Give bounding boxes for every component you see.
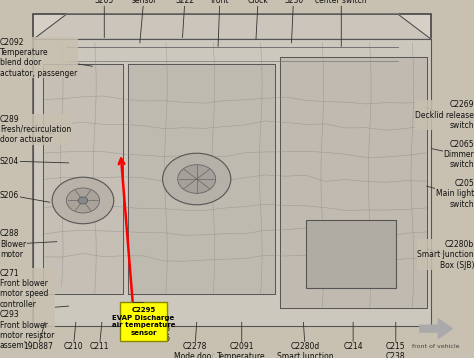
FancyBboxPatch shape [120,302,167,341]
Text: S223
S225: S223 S225 [152,311,171,343]
Text: C2280b
Smart Junction
Box (SJB): C2280b Smart Junction Box (SJB) [418,240,474,270]
Text: C214: C214 [343,322,363,351]
Text: C271
Front blower
motor speed
controller
C293
Front blower
motor resistor
assemb: C271 Front blower motor speed controller… [0,268,69,350]
Text: 19D887: 19D887 [23,322,53,351]
Text: C289
Fresh/recirculation
door actuator: C289 Fresh/recirculation door actuator [0,115,71,144]
Text: C2295
EVAP Discharge
air temperature
sensor: C2295 EVAP Discharge air temperature sen… [112,307,175,335]
Text: C205
Main light
switch: C205 Main light switch [427,179,474,209]
Polygon shape [128,64,275,294]
Text: S204: S204 [0,156,69,166]
Text: S226
S227
S230: S226 S227 S230 [284,0,303,43]
Text: C286
Sunload
sensor: C286 Sunload sensor [129,0,160,43]
Polygon shape [33,14,431,39]
Polygon shape [280,57,427,308]
Text: front of vehicle: front of vehicle [412,344,460,349]
Text: C210: C210 [64,322,83,351]
FancyBboxPatch shape [306,220,396,288]
Text: C211: C211 [90,322,109,351]
Circle shape [78,197,88,204]
FancyArrowPatch shape [420,319,452,338]
Text: C2016
Clock: C2016 Clock [246,0,271,39]
Text: S222: S222 [175,0,194,38]
FancyBboxPatch shape [33,14,431,326]
Text: C2091
Temperature
blend door
actuator, driver: C2091 Temperature blend door actuator, d… [212,322,272,358]
Text: C2065
Dimmer
switch: C2065 Dimmer switch [431,140,474,169]
Polygon shape [43,64,123,294]
Circle shape [52,177,114,224]
Circle shape [66,188,100,213]
Text: C288
Blower
motor: C288 Blower motor [0,229,57,259]
Text: C2280d
Smart Junction
Box (SJB): C2280d Smart Junction Box (SJB) [277,322,334,358]
Text: C2269
Decklid release
switch: C2269 Decklid release switch [415,100,474,130]
Text: C215
C238: C215 C238 [386,322,406,358]
Text: C2278
Mode door
actuator: C2278 Mode door actuator [174,322,215,358]
Polygon shape [33,39,431,326]
Circle shape [163,153,231,205]
Text: S206: S206 [0,190,50,202]
Circle shape [178,165,216,193]
Text: C2092
Temperature
blend door
actuator, passenger: C2092 Temperature blend door actuator, p… [0,38,92,78]
Text: C2358
Speaker
assembly,
front: C2358 Speaker assembly, front [201,0,240,47]
Text: C253
Message
center switch: C253 Message center switch [316,0,367,47]
Text: S205: S205 [95,0,114,38]
